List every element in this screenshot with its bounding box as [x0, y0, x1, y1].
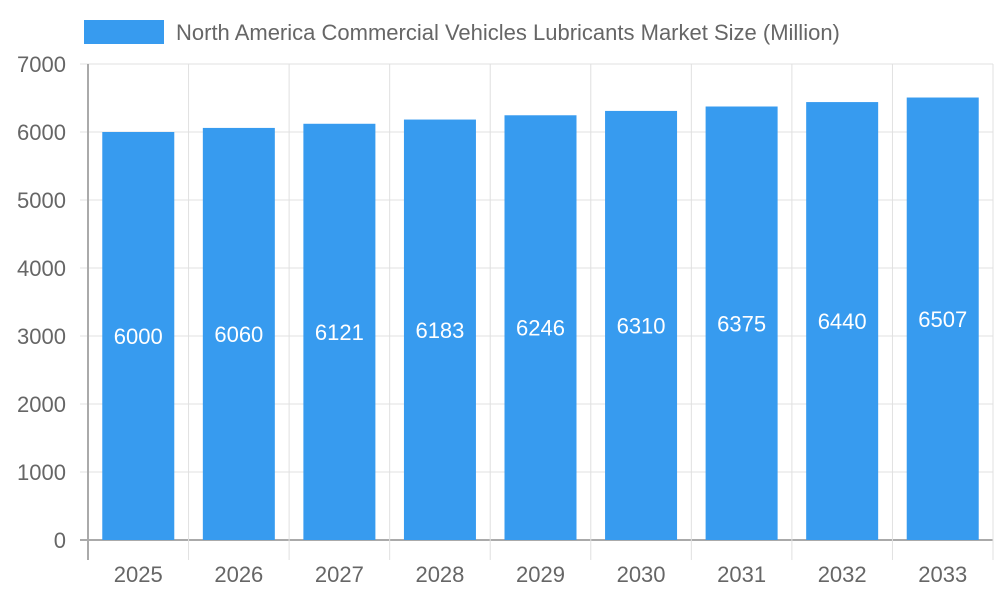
x-tick-label: 2025 [114, 562, 163, 587]
data-label: 6183 [415, 318, 464, 343]
bar [202, 127, 275, 541]
tick-labels: 0 1000 2000 3000 4000 5000 6000 7000 2025 2026 202… [17, 52, 967, 587]
y-tick-label: 7000 [17, 52, 66, 77]
data-label: 6440 [818, 309, 867, 334]
bar [605, 110, 678, 541]
data-label: 6000 [114, 324, 163, 349]
x-tick-label: 2026 [214, 562, 263, 587]
y-tick-label: 0 [54, 528, 66, 553]
data-label: 6121 [315, 320, 364, 345]
legend-swatch[interactable] [84, 20, 164, 44]
x-tick-label: 2033 [918, 562, 967, 587]
y-tick-label: 4000 [17, 256, 66, 281]
bar [102, 132, 175, 540]
x-tick-label: 2031 [717, 562, 766, 587]
bar [504, 115, 577, 540]
data-label: 6507 [918, 307, 967, 332]
data-label: 6310 [617, 313, 666, 338]
bar [906, 97, 979, 541]
data-label: 6375 [717, 311, 766, 336]
x-tick-label: 2029 [516, 562, 565, 587]
x-tick-label: 2028 [415, 562, 464, 587]
bar [403, 119, 476, 540]
x-tick-label: 2027 [315, 562, 364, 587]
data-label: 6246 [516, 316, 565, 341]
bar [303, 123, 376, 540]
y-tick-label: 1000 [17, 460, 66, 485]
bars: 6000 6060 6121 6183 6246 6310 6375 6440 6507 [102, 97, 979, 541]
legend-label[interactable]: North America Commercial Vehicles Lubric… [176, 20, 840, 45]
data-label: 6060 [214, 322, 263, 347]
y-tick-label: 3000 [17, 324, 66, 349]
bar [705, 106, 778, 540]
x-tick-label: 2030 [617, 562, 666, 587]
y-tick-label: 2000 [17, 392, 66, 417]
bar [806, 102, 879, 540]
y-tick-label: 5000 [17, 188, 66, 213]
y-tick-label: 6000 [17, 120, 66, 145]
x-tick-label: 2032 [818, 562, 867, 587]
